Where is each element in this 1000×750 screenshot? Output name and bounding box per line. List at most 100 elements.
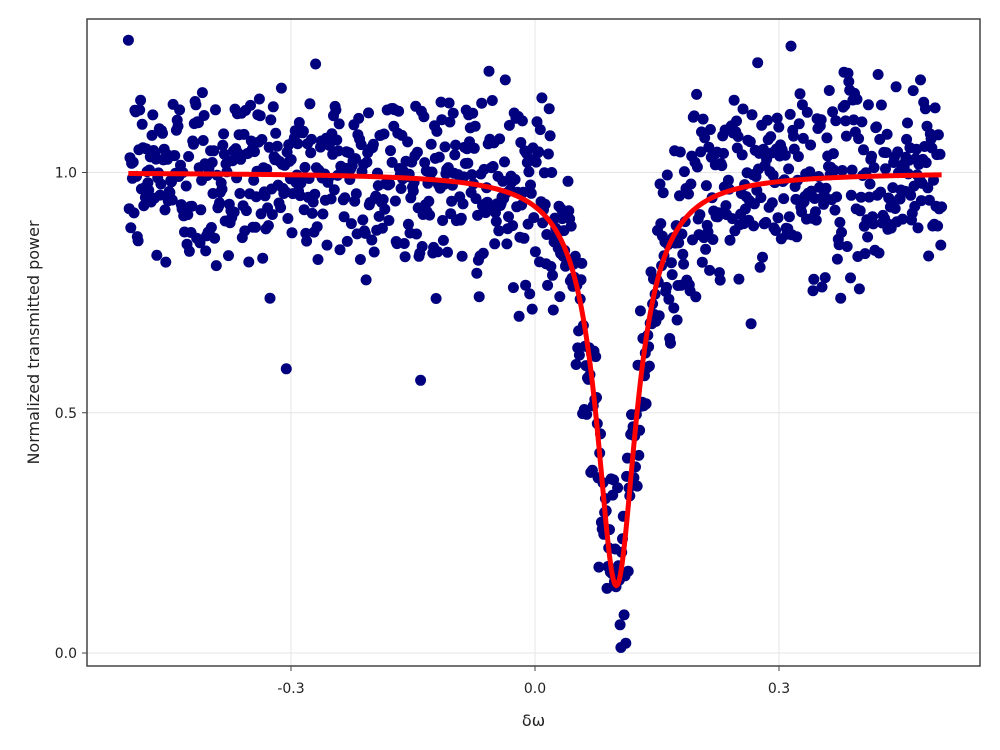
data-point xyxy=(366,234,378,246)
data-point xyxy=(661,281,672,293)
data-point xyxy=(901,133,913,145)
data-point xyxy=(586,464,598,476)
data-point xyxy=(238,128,250,140)
data-point xyxy=(415,374,427,386)
data-point xyxy=(494,133,506,145)
data-point xyxy=(773,121,785,133)
data-point xyxy=(513,310,525,322)
data-point xyxy=(858,144,869,156)
data-point xyxy=(430,293,442,304)
data-point xyxy=(707,234,719,245)
data-point xyxy=(311,221,323,233)
data-point xyxy=(867,218,879,230)
data-point xyxy=(845,189,857,201)
data-point xyxy=(766,197,778,209)
y-tick-label: 1.0 xyxy=(55,166,77,182)
data-point xyxy=(250,191,262,203)
data-point xyxy=(765,131,777,143)
data-point xyxy=(418,111,430,123)
data-point xyxy=(779,149,791,161)
data-point xyxy=(398,238,410,249)
data-point xyxy=(745,318,757,330)
data-point xyxy=(172,120,184,132)
data-point xyxy=(262,220,274,232)
data-point xyxy=(516,115,528,127)
data-point xyxy=(194,237,206,249)
data-point xyxy=(135,94,147,106)
data-point xyxy=(722,174,734,186)
data-point xyxy=(685,178,697,190)
data-point xyxy=(673,237,685,249)
data-point xyxy=(677,248,689,260)
data-point xyxy=(793,118,805,130)
y-axis-label: Normalized transmitted power xyxy=(24,220,43,464)
data-point xyxy=(871,121,882,133)
data-point xyxy=(875,186,887,198)
data-point xyxy=(848,114,860,126)
data-point xyxy=(534,124,546,136)
data-point xyxy=(360,274,372,286)
data-point xyxy=(216,183,228,195)
data-point xyxy=(791,231,803,243)
data-point xyxy=(726,213,738,225)
data-point xyxy=(442,246,453,258)
data-point xyxy=(546,167,558,178)
data-point xyxy=(431,125,443,137)
data-point xyxy=(744,136,756,148)
data-point xyxy=(785,40,797,52)
data-point xyxy=(576,257,588,269)
data-point xyxy=(668,302,680,314)
data-point xyxy=(934,148,946,160)
data-point xyxy=(395,183,407,194)
data-point xyxy=(243,256,255,268)
data-point xyxy=(801,106,813,118)
data-point xyxy=(127,156,139,168)
data-point xyxy=(612,482,624,494)
data-point xyxy=(363,107,374,119)
data-point xyxy=(338,211,350,223)
data-point xyxy=(334,244,346,256)
data-point xyxy=(383,215,395,226)
data-point xyxy=(622,565,634,577)
data-point xyxy=(234,188,246,199)
data-point xyxy=(554,291,566,303)
data-point xyxy=(355,139,367,151)
data-point xyxy=(529,246,541,258)
data-point xyxy=(618,609,630,621)
data-point xyxy=(565,220,577,232)
data-point xyxy=(827,106,839,118)
data-point xyxy=(128,207,140,219)
data-point xyxy=(851,93,863,105)
data-point xyxy=(770,225,782,236)
data-point xyxy=(304,98,316,110)
data-point xyxy=(784,108,796,120)
data-point xyxy=(402,136,414,148)
data-point xyxy=(526,303,538,315)
data-point xyxy=(840,115,852,127)
data-point xyxy=(530,156,542,168)
data-point xyxy=(249,221,261,233)
data-point xyxy=(912,222,924,234)
data-point xyxy=(683,188,694,200)
data-point xyxy=(426,166,438,178)
data-point xyxy=(159,204,171,216)
data-point xyxy=(862,99,874,111)
data-point xyxy=(350,153,361,165)
data-point xyxy=(923,250,935,262)
data-point xyxy=(462,157,474,169)
data-point xyxy=(248,174,260,186)
data-point xyxy=(188,138,199,150)
data-point xyxy=(881,128,893,140)
data-point xyxy=(477,247,489,259)
data-point xyxy=(537,217,549,229)
data-point xyxy=(760,216,772,228)
data-point xyxy=(671,314,683,326)
data-point xyxy=(853,283,865,295)
data-point xyxy=(640,398,652,410)
data-point xyxy=(541,229,553,240)
data-point xyxy=(836,165,848,176)
data-point xyxy=(271,140,283,152)
data-point xyxy=(486,95,498,106)
data-point xyxy=(499,156,510,168)
data-point xyxy=(823,85,835,96)
